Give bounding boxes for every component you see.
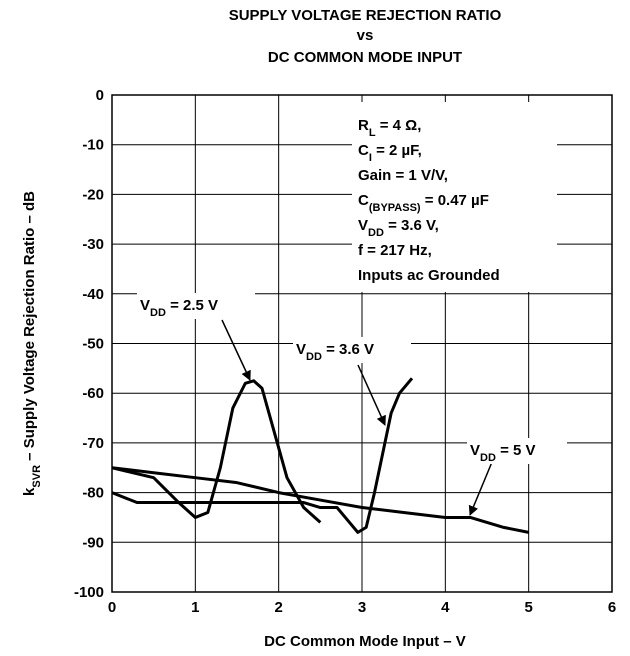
rich-label: Gain = 1 V/V, <box>358 167 448 184</box>
y-tick-label: -60 <box>82 385 104 402</box>
label-part: – Supply Voltage Rejection Ratio – dB <box>21 191 38 465</box>
y-tick-label: -70 <box>82 435 104 452</box>
x-tick-label: 5 <box>524 599 532 616</box>
label-part: = 2.5 V <box>166 297 218 314</box>
label-bg <box>137 293 255 319</box>
rich-label: C(BYPASS) = 0.47 µF <box>358 192 489 214</box>
plot-frame <box>111 94 613 593</box>
label-part: Gain = 1 V/V, <box>358 167 448 184</box>
title-line: DC COMMON MODE INPUT <box>268 49 462 66</box>
label-part: L <box>369 127 376 139</box>
rich-label: VDD = 2.5 V <box>140 297 218 319</box>
y-tick-label: -40 <box>82 286 104 303</box>
rich-label: VDD = 5 V <box>470 442 536 464</box>
label-part: DD <box>480 452 496 464</box>
rich-label: CI = 2 µF, <box>358 142 422 164</box>
label-part: V <box>470 442 480 459</box>
label-bg <box>467 438 567 464</box>
label-part: f = 217 Hz, <box>358 242 432 259</box>
y-tick-label: -80 <box>82 485 104 502</box>
label-part: = 3.6 V <box>322 341 374 358</box>
arrow <box>468 461 493 516</box>
label-part: (BYPASS) <box>369 202 421 214</box>
y-tick-label: -30 <box>82 236 104 253</box>
x-tick-label: 0 <box>108 599 116 616</box>
x-tick-label: 6 <box>608 599 616 616</box>
rich-label: Inputs ac Grounded <box>358 267 500 284</box>
rich-label: RL = 4 Ω, <box>358 117 421 139</box>
data-line <box>111 377 414 534</box>
y-tick-label: -50 <box>82 336 104 353</box>
label-part: = 4 Ω, <box>376 117 422 134</box>
rich-label: VDD = 3.6 V <box>296 341 374 363</box>
label-part: C <box>358 142 369 159</box>
label-part: DD <box>306 351 322 363</box>
y-tick-label: -10 <box>82 137 104 154</box>
x-tick-label: 1 <box>191 599 199 616</box>
conditions-bg <box>352 102 557 292</box>
x-tick-label: 4 <box>441 599 450 616</box>
label-part: = 3.6 V, <box>384 217 439 234</box>
y-tick-label: -20 <box>82 186 104 203</box>
label-part: V <box>140 297 150 314</box>
x-axis-label: DC Common Mode Input – V <box>264 633 466 650</box>
arrow <box>221 319 251 381</box>
label-part: C <box>358 192 369 209</box>
rich-label: f = 217 Hz, <box>358 242 432 259</box>
label-part: R <box>358 117 369 134</box>
label-part: SVR <box>31 465 43 488</box>
y-tick-label: -90 <box>82 534 104 551</box>
x-tick-label: 3 <box>358 599 366 616</box>
label-part: V <box>296 341 306 358</box>
label-part: k <box>21 487 38 496</box>
data-line <box>111 379 322 524</box>
y-tick-label: 0 <box>96 87 104 104</box>
rich-label: VDD = 3.6 V, <box>358 217 439 239</box>
label-part: DD <box>150 307 166 319</box>
data-line <box>111 466 529 534</box>
y-tick-label: -100 <box>74 584 104 601</box>
x-tick-label: 2 <box>274 599 282 616</box>
label-part: = 0.47 µF <box>421 192 489 209</box>
title-line: vs <box>357 27 374 44</box>
label-part: Inputs ac Grounded <box>358 267 500 284</box>
label-part: V <box>358 217 368 234</box>
label-part: DD <box>368 227 384 239</box>
label-part: = 2 µF, <box>372 142 422 159</box>
label-part: I <box>369 152 372 164</box>
label-bg <box>293 337 411 363</box>
title-line: SUPPLY VOLTAGE REJECTION RATIO <box>229 7 502 24</box>
rich-label: kSVR – Supply Voltage Rejection Ratio – … <box>21 191 43 496</box>
label-part: = 5 V <box>496 442 536 459</box>
